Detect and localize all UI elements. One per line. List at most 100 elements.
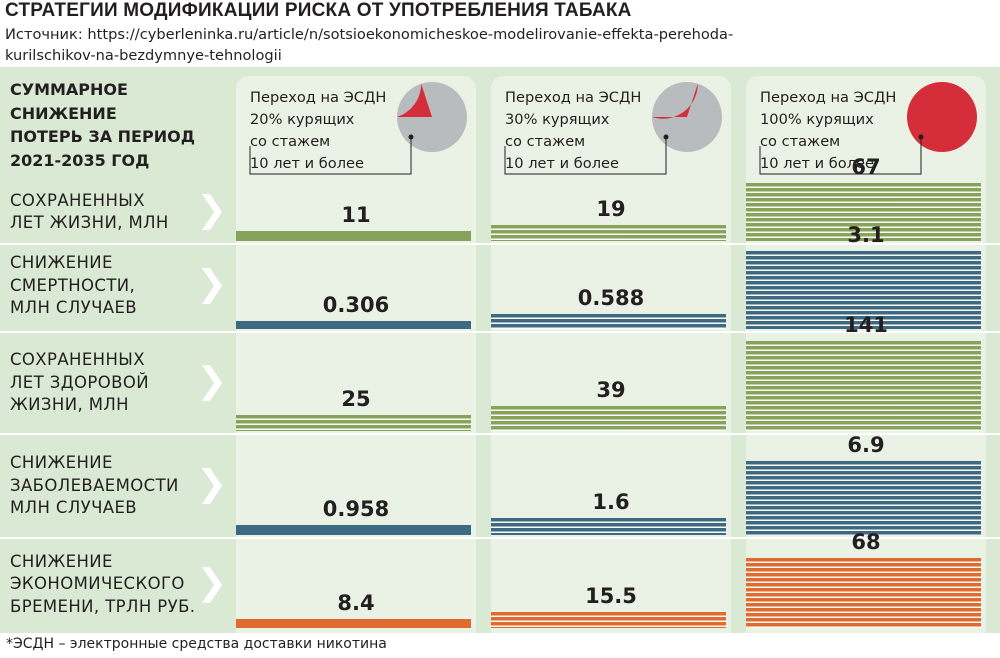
row-label-5: СНИЖЕНИЕ ЭКОНОМИЧЕСКОГО БРЕМЕНИ, ТРЛН РУБ. [10,551,210,619]
row-divider [0,331,1000,333]
value-label: 15.5 [585,584,637,608]
row-label-line: СОХРАНЕННЫХ [10,350,145,370]
row-label-line: МЛН СЛУЧАЕВ [10,498,138,518]
bar [236,619,471,628]
pie-leader-line [504,137,667,175]
row-label-line: СНИЖЕНИЕ [10,453,113,473]
scenario-column-1 [236,76,476,633]
summary-header-line: ПОТЕРЬ ЗА ПЕРИОД [10,127,195,146]
row-divider [0,433,1000,435]
pie-share-slice [397,83,432,117]
chevron-right-icon [202,468,222,504]
scenario-column-2 [491,76,731,633]
chevron-right-icon [202,194,222,230]
bar [236,415,471,431]
scenario-label-line: 20% курящих [250,111,355,128]
chevron-shape [202,566,222,603]
summary-header-line: СНИЖЕНИЕ [10,103,117,123]
footnote: *ЭСДН – электронные средства доставки ни… [6,636,387,652]
pie-leader-dot [918,134,924,140]
summary-header-line: СУММАРНОЕ [10,80,128,99]
bar [746,558,981,628]
scenario-label-line: со стажем [250,133,331,150]
scenario-label-line: 100% курящих [760,111,874,128]
scenario-label-line: 30% курящих [505,111,610,128]
row-label-line: БРЕМЕНИ, ТРЛН РУБ. [10,596,196,616]
row-label-line: ЭКОНОМИЧЕСКОГО [10,574,185,594]
value-label: 8.4 [337,591,375,615]
value-label: 141 [844,313,888,337]
row-label-2: СНИЖЕНИЕ СМЕРТНОСТИ, МЛН СЛУЧАЕВ [10,252,210,320]
pie-chart-1 [249,82,467,175]
value-label: 39 [596,378,626,402]
value-label: 25 [341,387,371,411]
pie-base-slice [907,82,977,152]
bar [746,251,981,329]
value-label: 67 [851,155,881,179]
scenario-label-line: со стажем [505,133,586,150]
bar [746,341,981,431]
chevron-right-icon [202,566,222,603]
row-label-4: СНИЖЕНИЕ ЗАБОЛЕВАЕМОСТИ МЛН СЛУЧАЕВ [10,452,210,520]
value-label: 3.1 [847,223,885,247]
bar [236,321,471,329]
bar [236,525,471,535]
bar [746,461,981,535]
bar [491,612,726,628]
pie-chart-2 [504,82,722,175]
row-divider [0,537,1000,539]
value-label: 0.958 [322,497,390,521]
bar [491,314,726,329]
source-line-2: kurilschikov-na-bezdymnye-tehnologii [5,47,282,64]
value-label: 68 [851,530,881,554]
scenario-label-line: 10 лет и более [760,155,874,172]
scenario-label-3: Переход на ЭСДН 100% курящих со стажем 10 л… [760,87,900,175]
scenario-label-line: 10 лет и более [250,155,364,172]
row-label-1: СОХРАНЕННЫХ ЛЕТ ЖИЗНИ, МЛН [10,190,210,235]
scenario-label-line: 10 лет и более [505,155,619,172]
row-label-line: СОХРАНЕННЫХ [10,190,145,210]
bar [236,231,471,241]
scenario-label-line: Переход на ЭСДН [760,89,897,106]
row-label-line: ЗАБОЛЕВАЕМОСТИ [10,475,179,495]
row-label-3: СОХРАНЕННЫХ ЛЕТ ЗДОРОВОЙ ЖИЗНИ, МЛН [10,349,210,417]
value-label: 0.306 [322,293,390,317]
row-label-line: ЖИЗНИ, МЛН [10,395,129,415]
bar [746,183,981,241]
row-label-line: СНИЖЕНИЕ [10,551,113,571]
scenario-label-line: со стажем [760,133,841,150]
row-label-line: МЛН СЛУЧАЕВ [10,298,138,318]
chevron-shape [202,468,222,504]
value-label: 0.588 [577,286,645,310]
scenario-label-line: Переход на ЭСДН [250,89,387,106]
row-label-line: СНИЖЕНИЕ [10,253,113,273]
value-label: 11 [341,203,371,227]
pie-leader-line [759,137,922,175]
page-title: СТРАТЕГИИ МОДИФИКАЦИИ РИСКА ОТ УПОТРЕБЛЕ… [5,0,632,21]
pie-share-slice [652,83,698,119]
value-label: 1.6 [592,490,630,514]
row-divider [0,243,1000,245]
source-text: Источник: https://cyberleninka.ru/articl… [5,24,805,66]
bar [491,406,726,431]
scenario-label-line: Переход на ЭСДН [505,89,642,106]
summary-header: СУММАРНОЕ СНИЖЕНИЕ ПОТЕРЬ ЗА ПЕРИОД 2021-20… [10,78,210,172]
chevron-shape [202,194,222,230]
summary-header-line: 2021-2035 ГОД [10,150,150,170]
chevron-right-icon [202,268,222,304]
chevron-right-icon [202,365,222,401]
bar [491,518,726,535]
row-label-line: ЛЕТ ЗДОРОВОЙ [10,372,149,392]
row-label-line: СМЕРТНОСТИ, [10,275,136,295]
row-label-line: ЛЕТ ЖИЗНИ, МЛН [10,213,169,232]
chevron-shape [202,268,222,304]
bar [491,225,726,241]
source-line-1: Источник: https://cyberleninka.ru/articl… [5,26,734,43]
pie-leader-dot [663,134,669,140]
value-label: 6.9 [847,433,885,457]
pie-leader-dot [408,134,414,140]
scenario-label-2: Переход на ЭСДН 30% курящих со стажем 10 ле… [505,87,645,175]
chevron-shape [202,365,222,401]
scenario-label-1: Переход на ЭСДН 20% курящих со стажем 10 ле… [250,87,390,175]
pie-chart-3 [759,82,977,175]
